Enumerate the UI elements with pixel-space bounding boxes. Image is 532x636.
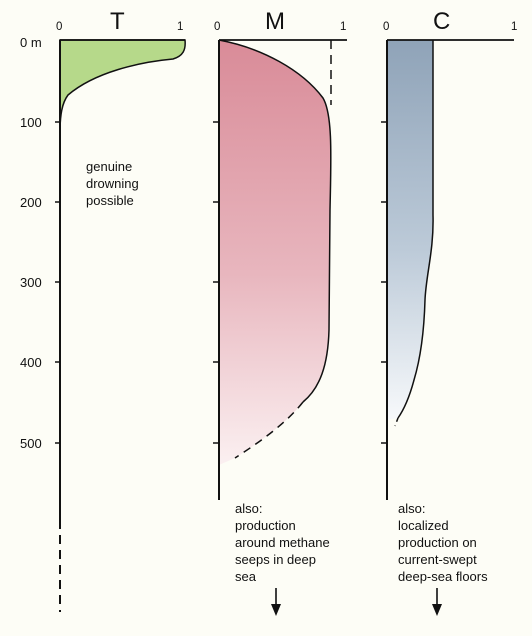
panel-m: M 0 1 also: production around methane se… <box>213 8 347 616</box>
panel-c-scale-max: 1 <box>511 21 517 33</box>
panel-t-note-line-2: drowning <box>86 176 139 191</box>
panel-t-curve <box>60 40 185 133</box>
panel-t: T 0 1 genuine drowning possible <box>55 8 185 612</box>
panel-t-scale-min: 0 <box>56 21 62 33</box>
panel-m-title: M <box>265 8 285 35</box>
panel-m-note-line-1: also: <box>235 501 262 516</box>
panel-m-scale-max: 1 <box>340 21 346 33</box>
panel-c-fill <box>387 40 433 420</box>
panel-c-note-line-4: current-swept <box>398 552 477 567</box>
panel-c-curve-dashed <box>395 418 398 426</box>
panel-c-note-line-3: production on <box>398 535 477 550</box>
down-arrow-icon <box>271 588 281 616</box>
depth-label-400: 400 <box>20 355 42 370</box>
depth-label-500: 500 <box>20 436 42 451</box>
panel-c-note-line-5: deep-sea floors <box>398 569 488 584</box>
panel-t-note-line-1: genuine <box>86 159 132 174</box>
down-arrow-icon <box>432 588 442 616</box>
panel-t-note-line-3: possible <box>86 193 134 208</box>
depth-label-300: 300 <box>20 275 42 290</box>
panel-m-note-line-3: around methane <box>235 535 330 550</box>
panel-t-scale-max: 1 <box>177 21 183 33</box>
panel-c: C 0 1 also: localized production on curr… <box>381 8 517 616</box>
depth-label-200: 200 <box>20 195 42 210</box>
panel-t-title: T <box>110 8 125 35</box>
depth-label-100: 100 <box>20 115 42 130</box>
panel-c-note-line-2: localized <box>398 518 449 533</box>
panel-m-fill <box>219 40 331 465</box>
panel-c-title: C <box>433 8 450 35</box>
panel-m-note-line-4: seeps in deep <box>235 552 316 567</box>
panel-m-note-line-2: production <box>235 518 296 533</box>
depth-label-0: 0 m <box>20 35 42 50</box>
panel-m-note-line-5: sea <box>235 569 257 584</box>
panel-c-scale-min: 0 <box>383 21 389 33</box>
panel-m-scale-min: 0 <box>214 21 220 33</box>
panel-c-note-line-1: also: <box>398 501 425 516</box>
